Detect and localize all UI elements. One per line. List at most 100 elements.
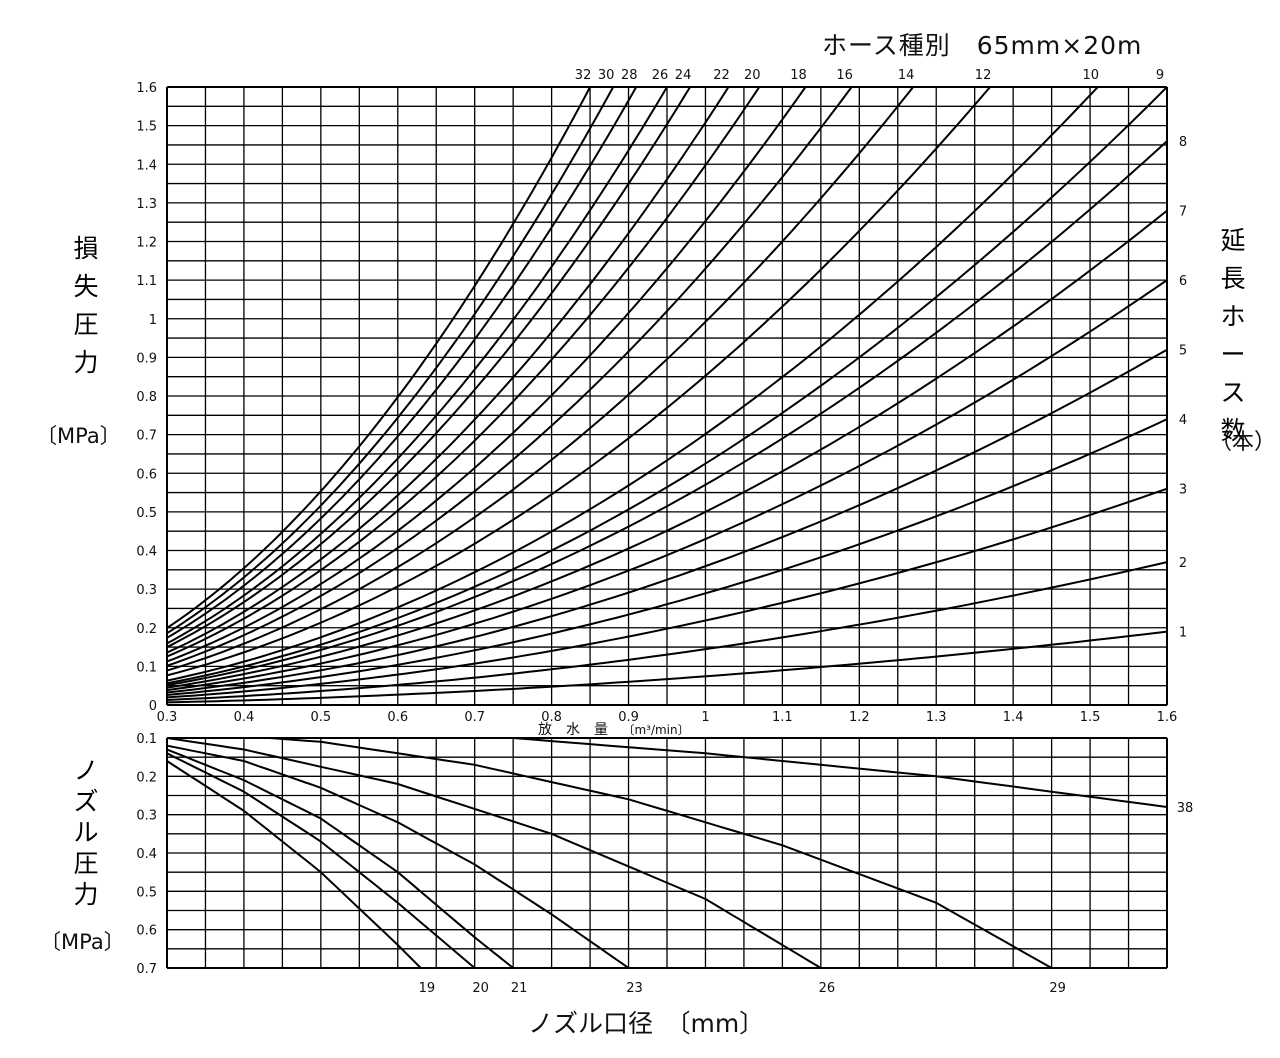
x-tick-label: 0.8 [541, 710, 562, 725]
nozzle-pressure-char: 力 [73, 880, 99, 909]
loss-pressure-char: 圧 [73, 310, 99, 339]
y-tick-label: 1 [149, 313, 157, 328]
y-tick-label: 0.4 [136, 545, 157, 560]
loss-curve-3 [167, 487, 1167, 699]
hose-count-label: 12 [975, 68, 992, 83]
loss-pressure-char: 損 [73, 234, 99, 263]
x-tick-label: 1.3 [926, 710, 947, 725]
hose-count-label: 6 [1179, 274, 1187, 289]
nozzle-curve-38 [488, 738, 1167, 808]
y-tick-label: 0.2 [136, 622, 157, 637]
hose-count-axis-title: 延 長 ホ ー ス 数 [1213, 222, 1253, 450]
y-tick-label: 1.4 [136, 158, 157, 173]
hose-count-char: 長 [1220, 264, 1246, 293]
loss-pressure-char: 失 [73, 272, 99, 301]
loss-curve-2 [167, 561, 1167, 701]
loss-curve-5 [167, 348, 1167, 694]
nozzle-pressure-unit: 〔MPa〕 [40, 930, 125, 954]
nozzle-diameter-label: 23 [626, 981, 643, 996]
nozzle-curve-20 [167, 752, 476, 968]
hose-count-label: 30 [598, 68, 615, 83]
hose-count-label: 7 [1179, 205, 1187, 220]
hose-count-char: 延 [1220, 226, 1246, 255]
hose-count-label: 28 [621, 68, 638, 83]
loss-curve-7 [167, 209, 1167, 689]
y-tick-label: 0.2 [136, 770, 157, 785]
hose-count-label: 10 [1082, 68, 1099, 83]
y-tick-label: 0.1 [136, 660, 157, 675]
nozzle-curve-21 [167, 748, 514, 968]
hose-count-label: 4 [1179, 413, 1187, 428]
x-tick-label: 0.4 [234, 710, 255, 725]
y-tick-label: 0.7 [136, 429, 157, 444]
y-tick-label: 1.2 [136, 236, 157, 251]
x-tick-label: 1.1 [772, 710, 793, 725]
hose-count-label: 16 [836, 68, 853, 83]
hose-count-char: ス [1220, 378, 1246, 407]
hose-count-label: 32 [575, 68, 592, 83]
hose-count-unit: （本） [1210, 430, 1277, 455]
y-tick-label: 0.3 [136, 809, 157, 824]
nozzle-pressure-char: ル [73, 818, 99, 847]
hose-count-label: 20 [744, 68, 761, 83]
hose-count-label: 22 [713, 68, 730, 83]
loss-curve-16 [167, 87, 853, 667]
x-tick-label: 0.3 [157, 710, 178, 725]
nozzle-curve-23 [167, 744, 630, 968]
hose-count-char: 数 [1220, 416, 1246, 445]
x-tick-label: 1.2 [849, 710, 870, 725]
nozzle-curve-19 [167, 760, 422, 968]
hose-count-label: 26 [652, 68, 669, 83]
nozzle-pressure-char: ノ [73, 756, 99, 785]
nozzle-diameter-label: 38 [1177, 801, 1194, 816]
y-tick-label: 0.9 [136, 351, 157, 366]
x-tick-label: 0.9 [618, 710, 639, 725]
nozzle-diameter-label: 26 [819, 981, 836, 996]
hose-spec-title: ホース種別 65mm×20m [822, 31, 1143, 60]
hose-count-label: 2 [1179, 556, 1187, 571]
y-tick-label: 0 [149, 699, 157, 714]
hose-count-label: 5 [1179, 344, 1187, 359]
loss-curve-32 [167, 87, 591, 629]
loss-curve-1 [167, 630, 1167, 704]
loss-curve-18 [167, 87, 807, 663]
x-tick-label: 0.5 [311, 710, 332, 725]
loss-pressure-char: 力 [73, 348, 99, 377]
y-tick-label: 0.6 [136, 924, 157, 939]
loss-curve-26 [167, 87, 668, 645]
loss-curve-20 [167, 87, 761, 658]
y-tick-label: 0.5 [136, 506, 157, 521]
nozzle-diameter-label: 19 [419, 981, 436, 996]
nozzle-diameter-label: 29 [1049, 981, 1066, 996]
hose-count-label: 1 [1179, 626, 1187, 641]
hose-count-label: 24 [675, 68, 692, 83]
nozzle-curve-29 [256, 738, 1053, 968]
bottom-x-axis-label: ノズル口径 〔mm〕 [528, 1009, 765, 1038]
nozzle-diameter-label: 21 [511, 981, 528, 996]
y-tick-label: 1.5 [136, 120, 157, 135]
y-tick-label: 0.1 [136, 732, 157, 747]
hose-count-char: ホ [1220, 302, 1246, 331]
x-tick-label: 1.6 [1157, 710, 1178, 725]
nozzle-pressure-char: 圧 [73, 849, 99, 878]
flow-label: 放 水 量 [538, 722, 608, 738]
loss-curve-10 [167, 87, 1099, 682]
nozzle-pressure-char: ズ [73, 787, 99, 816]
y-tick-label: 0.6 [136, 467, 157, 482]
loss-curve-4 [167, 418, 1167, 696]
y-tick-label: 0.3 [136, 583, 157, 598]
loss-curve-12 [167, 87, 991, 677]
loss-curve-14 [167, 87, 914, 672]
y-tick-label: 0.5 [136, 885, 157, 900]
loss-curve-30 [167, 87, 615, 635]
loss-curve-6 [167, 279, 1167, 692]
loss-curve-28 [167, 87, 638, 639]
loss-curve-8 [167, 140, 1167, 687]
hose-count-label: 3 [1179, 483, 1187, 498]
flow-unit: 〔m³/min〕 [622, 723, 690, 737]
x-tick-label: 0.6 [387, 710, 408, 725]
hose-count-char: ー [1220, 340, 1246, 369]
x-tick-label: 1 [701, 710, 709, 725]
